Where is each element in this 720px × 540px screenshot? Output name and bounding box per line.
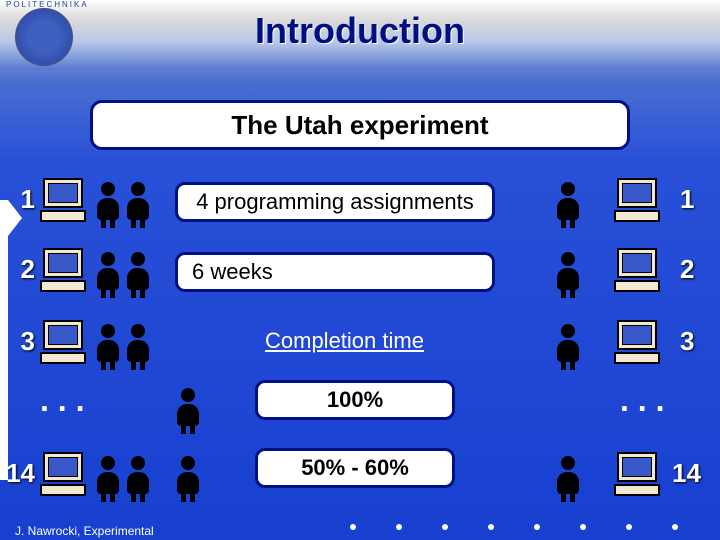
assignments-box: 4 programming assignments	[175, 182, 495, 222]
row-14-right-computer-icon	[612, 452, 662, 500]
row-14-right-num: 14	[672, 458, 701, 489]
left-dots: . . .	[40, 382, 84, 419]
row-14-left-person-1-icon	[95, 456, 121, 500]
row-dots-left-person-icon	[175, 388, 201, 432]
row-2-right-computer-icon	[612, 248, 662, 296]
row-14-left-computer-icon	[38, 452, 88, 500]
row-2-left-person-1-icon	[95, 252, 121, 296]
row-14-right-person-icon	[555, 456, 581, 500]
slide-title: Introduction	[0, 10, 720, 52]
row-3-left-computer-icon	[38, 320, 88, 368]
right-dots: . . .	[620, 382, 664, 419]
row-2-left-person-2-icon	[125, 252, 151, 296]
row-3-left-num: 3	[0, 326, 35, 357]
solo-pct-box: 100%	[255, 380, 455, 420]
row-2-left-num: 2	[0, 254, 35, 285]
row-1-left-person-2-icon	[125, 182, 151, 226]
row-3-right-num: 3	[680, 326, 694, 357]
subtitle-box: The Utah experiment	[90, 100, 630, 150]
row-1-left-num: 1	[0, 184, 35, 215]
row-14-left-person-2-icon	[125, 456, 151, 500]
row-3-left-person-2-icon	[125, 324, 151, 368]
footer-text: J. Nawrocki, Experimental	[15, 524, 154, 538]
pair-pct-box: 50% - 60%	[255, 448, 455, 488]
row-3-right-computer-icon	[612, 320, 662, 368]
row-1-right-num: 1	[680, 184, 694, 215]
row-1-left-computer-icon	[38, 178, 88, 226]
row-14-left-num: 14	[0, 458, 35, 489]
row-2-left-computer-icon	[38, 248, 88, 296]
completion-time-label: Completion time	[265, 328, 424, 354]
row-14-center-person-icon	[175, 456, 201, 500]
footer-progress-dots	[350, 524, 678, 530]
row-1-right-person-icon	[555, 182, 581, 226]
row-1-left-person-1-icon	[95, 182, 121, 226]
row-3-left-person-1-icon	[95, 324, 121, 368]
weeks-box: 6 weeks	[175, 252, 495, 292]
logo-arc-text: POLITECHNIKA	[6, 0, 89, 9]
row-1-right-computer-icon	[612, 178, 662, 226]
row-2-right-person-icon	[555, 252, 581, 296]
row-3-right-person-icon	[555, 324, 581, 368]
row-2-right-num: 2	[680, 254, 694, 285]
